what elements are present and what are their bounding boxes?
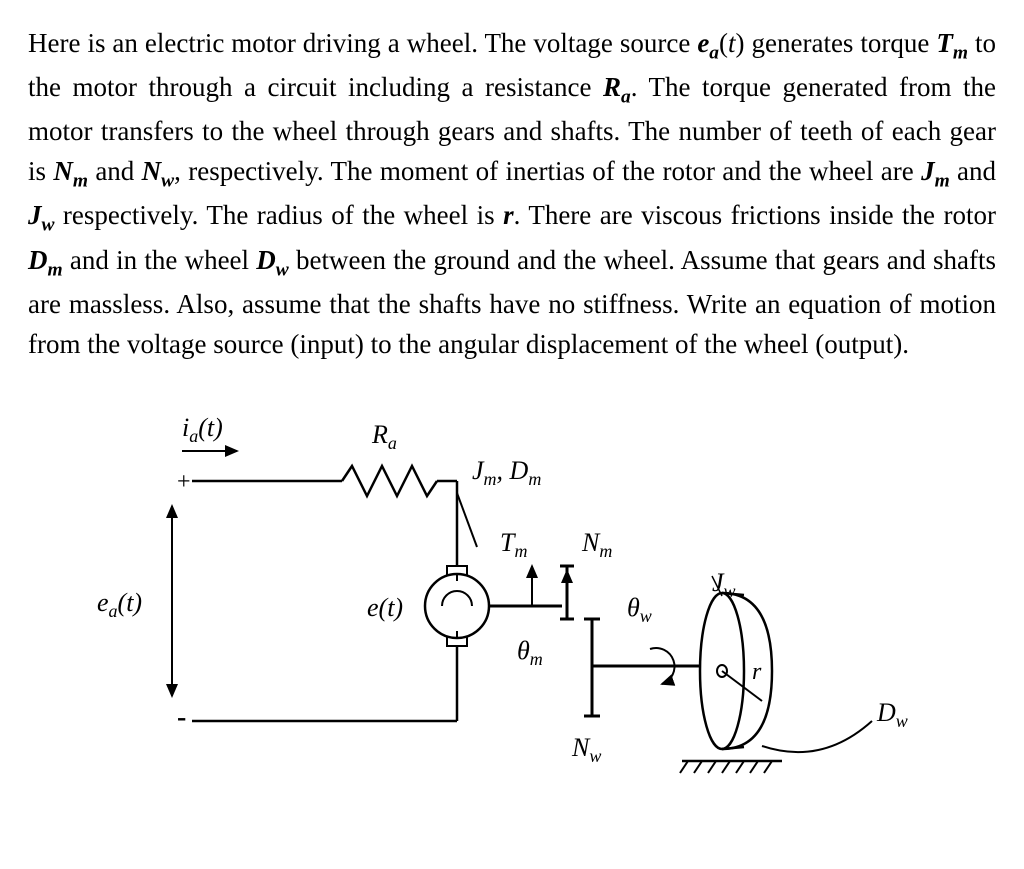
problem-statement: Here is an electric motor driving a whee… (28, 24, 996, 365)
circuit-diagram: ia(t) + Ra Jm, Dm ea(t) - e(t) (62, 401, 962, 821)
label-Nm: Nm (581, 528, 612, 561)
var-Jm: Jm (921, 156, 950, 186)
var-r: r (503, 200, 514, 230)
var-Dw: Dw (256, 245, 288, 275)
resistor-Ra: Ra (342, 420, 437, 496)
var-Dm: Dm (28, 245, 63, 275)
label-Nw: Nw (571, 733, 601, 766)
label-et: e(t) (367, 593, 403, 622)
svg-text:ia(t): ia(t) (182, 413, 223, 446)
text: and (950, 156, 996, 186)
var-Ra: Ra (603, 72, 631, 102)
dw-leader (762, 721, 872, 752)
minus-sign: - (177, 702, 186, 733)
svg-text:Ra: Ra (371, 420, 397, 453)
plus-sign: + (177, 469, 191, 495)
text: . There are viscous frictions inside the… (514, 200, 996, 230)
motor-lead-line (457, 493, 477, 547)
var-Nw: Nw (142, 156, 174, 186)
text: Here is an electric motor driving a whee… (28, 28, 697, 58)
label-theta-m: θm (517, 636, 543, 669)
wheel-icon: r (700, 593, 772, 749)
var-Tm: Tm (936, 28, 968, 58)
text: and in the wheel (63, 245, 257, 275)
ground-icon (680, 761, 782, 773)
text: respectively. The radius of the wheel is (54, 200, 503, 230)
text: , respectively. The moment of inertias o… (174, 156, 921, 186)
text: ( (719, 28, 728, 58)
label-Jm-Dm: Jm, Dm (472, 456, 541, 489)
label-ea: ea(t) (97, 588, 142, 621)
var-Jw: Jw (28, 200, 54, 230)
text: ) generates torque (736, 28, 937, 58)
label-Dw: Dw (876, 698, 908, 731)
label-Tm: Tm (500, 528, 527, 561)
label-r: r (752, 659, 762, 685)
label-theta-w: θw (627, 593, 652, 626)
var-t: t (728, 28, 736, 58)
label-ia: ia(t) (182, 413, 223, 446)
motor-icon (425, 566, 489, 646)
text: and (88, 156, 142, 186)
var-ea: ea (697, 28, 719, 58)
var-Nm: Nm (53, 156, 88, 186)
